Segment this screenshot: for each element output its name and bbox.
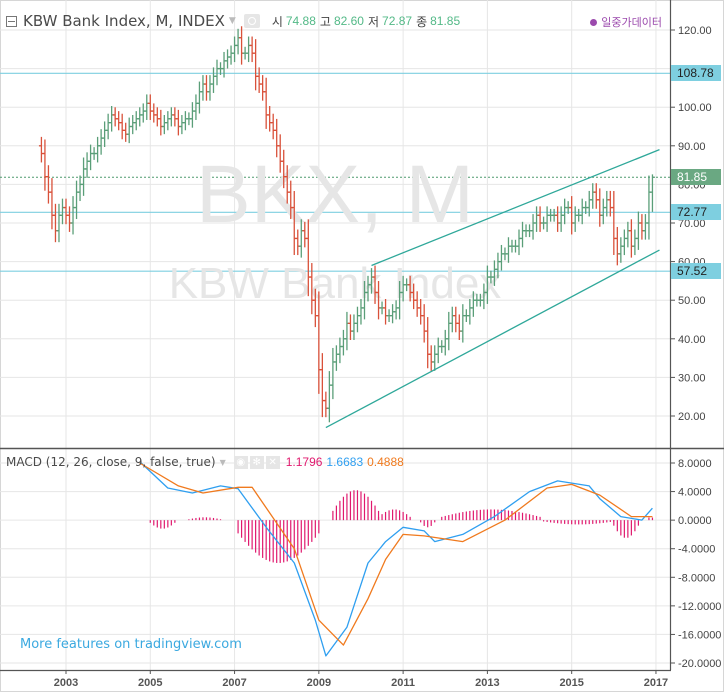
svg-text:2003: 2003 [54, 677, 78, 689]
watermark: BKX, M KBW Bank Index [169, 149, 502, 308]
open-value: 74.88 [285, 14, 316, 28]
low-label: 저 [367, 14, 380, 29]
close-value: 81.85 [430, 14, 461, 28]
svg-text:-4.0000: -4.0000 [678, 544, 715, 556]
svg-text:-12.0000: -12.0000 [678, 601, 721, 613]
svg-text:BKX, M: BKX, M [196, 149, 474, 240]
svg-text:90.00: 90.00 [678, 141, 706, 153]
low-value: 72.87 [382, 14, 413, 28]
macd-line-value: 1.6683 [326, 455, 364, 469]
dot-icon [590, 18, 598, 26]
svg-text:KBW Bank Index: KBW Bank Index [169, 259, 502, 308]
caret-down-icon[interactable]: ▼ [219, 457, 226, 467]
svg-text:4.0000: 4.0000 [678, 487, 712, 499]
price-tag-57-52: 57.52 [671, 263, 721, 279]
open-label: 시 [271, 14, 283, 29]
price-tag-108-78: 108.78 [671, 65, 721, 81]
symbol-title[interactable]: KBW Bank Index, M, INDEX [23, 12, 225, 30]
symbol-legend: KBW Bank Index, M, INDEX ▼ 시 74.88 고 82.… [6, 10, 460, 32]
macd-histogram-value: 1.1796 [285, 455, 323, 469]
svg-text:20.00: 20.00 [678, 411, 706, 423]
svg-text:2005: 2005 [138, 677, 162, 689]
svg-text:70.00: 70.00 [678, 218, 706, 230]
eye-icon[interactable]: ◉ [233, 455, 248, 469]
intraday-data-legend[interactable]: 일중가데이터 [590, 14, 662, 30]
svg-text:2009: 2009 [307, 677, 331, 689]
svg-text:120.00: 120.00 [678, 25, 712, 37]
channel-trendlines[interactable] [325, 149, 660, 429]
macd-lines [139, 461, 653, 657]
price-tag-72-77: 72.77 [671, 204, 721, 220]
svg-text:50.00: 50.00 [678, 295, 706, 307]
macd-histogram [149, 490, 654, 563]
macd-legend: MACD (12, 26, close, 9, false, true) ▼ ◉… [6, 455, 404, 469]
svg-text:40.00: 40.00 [678, 334, 706, 346]
intraday-data-label: 일중가데이터 [601, 16, 662, 29]
svg-text:2011: 2011 [391, 677, 415, 689]
high-value: 82.60 [333, 14, 364, 28]
time-axis[interactable]: 2003 2005 2007 2009 2011 2013 2015 2017 [54, 670, 668, 689]
price-bars [38, 26, 655, 423]
gear-icon[interactable]: ✻ [249, 455, 264, 469]
svg-text:100.00: 100.00 [678, 102, 712, 114]
svg-text:2015: 2015 [559, 677, 583, 689]
macd-axis[interactable]: 8.0000 4.0000 0.0000 -4.0000 -8.0000 -12.0000… [670, 458, 721, 670]
macd-signal-value: 0.4888 [367, 455, 404, 469]
tradingview-promo-link[interactable]: More features on tradingview.com [20, 637, 242, 652]
close-icon[interactable]: ✕ [265, 455, 280, 469]
svg-text:2007: 2007 [222, 677, 246, 689]
svg-text:2017: 2017 [644, 677, 668, 689]
macd-title[interactable]: MACD (12, 26, close, 9, false, true) [6, 455, 216, 469]
svg-text:2013: 2013 [475, 677, 499, 689]
collapse-icon[interactable] [6, 15, 17, 27]
close-label: 종 [416, 14, 428, 29]
svg-text:-16.0000: -16.0000 [678, 629, 721, 641]
horizontal-lines[interactable] [0, 72, 670, 272]
eye-icon[interactable] [243, 14, 260, 28]
high-label: 고 [319, 14, 331, 29]
svg-text:8.0000: 8.0000 [678, 458, 712, 470]
svg-text:-8.0000: -8.0000 [678, 572, 715, 584]
svg-text:30.00: 30.00 [678, 372, 706, 384]
caret-down-icon[interactable]: ▼ [228, 16, 236, 26]
svg-text:-20.0000: -20.0000 [678, 658, 721, 670]
last-price-tag: 81.85 [671, 169, 721, 185]
svg-text:0.0000: 0.0000 [678, 515, 712, 527]
